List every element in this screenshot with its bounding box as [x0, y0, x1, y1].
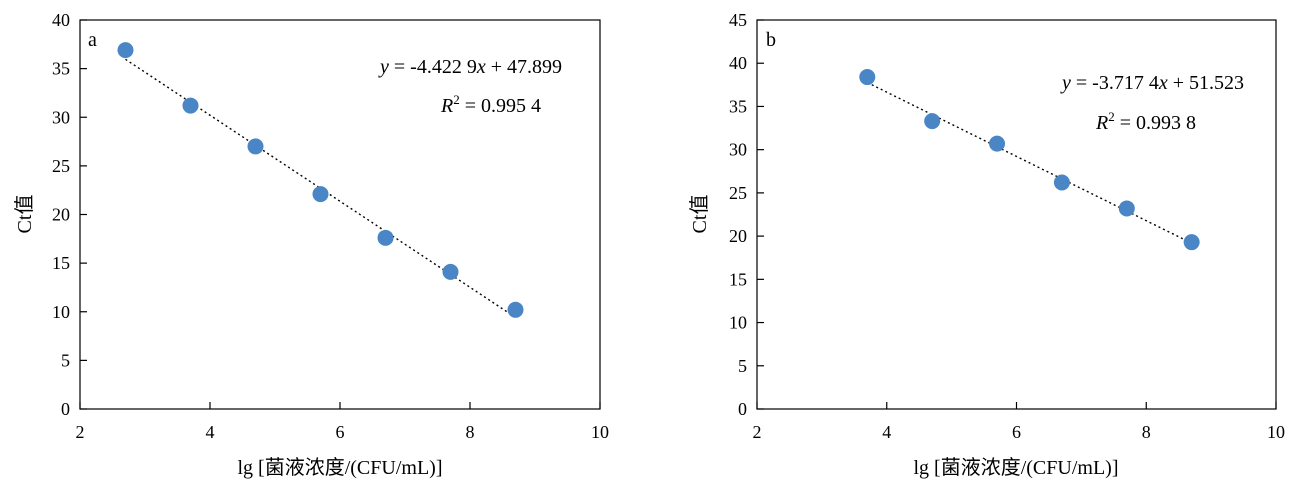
- y-tick-label: 40: [52, 10, 70, 30]
- x-tick-label: 8: [1142, 422, 1151, 442]
- y-tick-label: 0: [738, 399, 747, 419]
- y-tick-label: 5: [61, 350, 70, 370]
- chart-panel-a: 0 5 10 15 20 25 30 35 40 2 4 6 8 10 a y = -4.422 9x …: [13, 10, 609, 479]
- data-point: [377, 229, 394, 246]
- regression-equation: y = -3.717 4x + 51.523: [1060, 72, 1244, 94]
- equation-y-symbol: y: [1060, 72, 1071, 94]
- data-points: [859, 69, 1200, 251]
- x-tick-label: 6: [336, 422, 345, 442]
- x-tick-label: 4: [882, 422, 891, 442]
- r-superscript: 2: [453, 92, 460, 107]
- x-tick-label: 6: [1012, 422, 1021, 442]
- y-tick-label: 5: [738, 356, 747, 376]
- data-point: [924, 113, 941, 130]
- equation-intercept: + 51.523: [1168, 72, 1244, 94]
- y-tick-label: 20: [729, 226, 747, 246]
- x-tick-label: 2: [753, 422, 762, 442]
- y-tick-label: 25: [729, 183, 747, 203]
- y-tick-label: 15: [729, 269, 747, 289]
- chart-panel-b: 0 5 10 15 20 25 30 35 40 45 2 4 6 8 10 b y = -3.717 4…: [688, 10, 1285, 479]
- y-tick-label: 35: [729, 96, 747, 116]
- r-superscript: 2: [1108, 109, 1115, 124]
- x-axis-ticks: 2 4 6 8 10: [753, 402, 1285, 442]
- equation-intercept: + 47.899: [486, 56, 562, 78]
- panel-label: b: [766, 29, 776, 51]
- y-axis-ticks: 0 5 10 15 20 25 30 35 40 45: [729, 10, 764, 419]
- data-point: [1053, 174, 1070, 191]
- data-point: [507, 301, 524, 318]
- data-point: [1183, 234, 1200, 251]
- x-tick-label: 4: [206, 422, 215, 442]
- data-point: [117, 42, 134, 59]
- equation-slope: = -3.717 4: [1071, 72, 1159, 94]
- data-point: [442, 263, 459, 280]
- equation-y-symbol: y: [378, 56, 389, 78]
- data-points: [117, 42, 524, 318]
- equation-slope: = -4.422 9: [389, 56, 477, 78]
- plot-frame: [79, 19, 601, 410]
- y-tick-label: 30: [52, 107, 70, 127]
- r-symbol: R: [440, 95, 453, 117]
- panel-label: a: [88, 29, 97, 51]
- y-tick-label: 30: [729, 140, 747, 160]
- data-point: [1118, 200, 1135, 217]
- x-axis-title: lg [菌液浓度/(CFU/mL)]: [914, 456, 1119, 479]
- r-squared-value: = 0.995 4: [460, 95, 541, 117]
- y-tick-label: 45: [729, 10, 747, 30]
- data-point: [989, 135, 1006, 152]
- data-point: [312, 186, 329, 203]
- data-point: [247, 138, 264, 155]
- y-tick-label: 35: [52, 59, 70, 79]
- x-axis-title: lg [菌液浓度/(CFU/mL)]: [238, 456, 443, 479]
- y-tick-label: 20: [52, 205, 70, 225]
- y-tick-label: 25: [52, 156, 70, 176]
- equation-x-symbol: x: [476, 56, 486, 78]
- y-tick-label: 40: [729, 53, 747, 73]
- x-tick-label: 10: [591, 422, 609, 442]
- y-tick-label: 0: [61, 399, 70, 419]
- r-squared: R2 = 0.995 4: [440, 92, 541, 117]
- r-squared-value: = 0.993 8: [1115, 112, 1196, 134]
- y-tick-label: 10: [729, 313, 747, 333]
- y-tick-label: 15: [52, 253, 70, 273]
- x-axis-ticks: 2 4 6 8 10: [76, 402, 609, 442]
- y-axis-title: Ct值: [13, 195, 36, 234]
- y-axis-ticks: 0 5 10 15 20 25 30 35 40: [52, 10, 87, 419]
- regression-equation: y = -4.422 9x + 47.899: [378, 56, 562, 78]
- y-tick-label: 10: [52, 302, 70, 322]
- r-squared: R2 = 0.993 8: [1095, 109, 1196, 134]
- x-tick-label: 2: [76, 422, 85, 442]
- x-tick-label: 10: [1267, 422, 1285, 442]
- data-point: [859, 69, 876, 86]
- y-axis-title: Ct值: [688, 195, 711, 234]
- equation-x-symbol: x: [1158, 72, 1168, 94]
- x-tick-label: 8: [466, 422, 475, 442]
- trendline: [866, 81, 1192, 244]
- r-symbol: R: [1095, 112, 1108, 134]
- data-point: [182, 97, 199, 114]
